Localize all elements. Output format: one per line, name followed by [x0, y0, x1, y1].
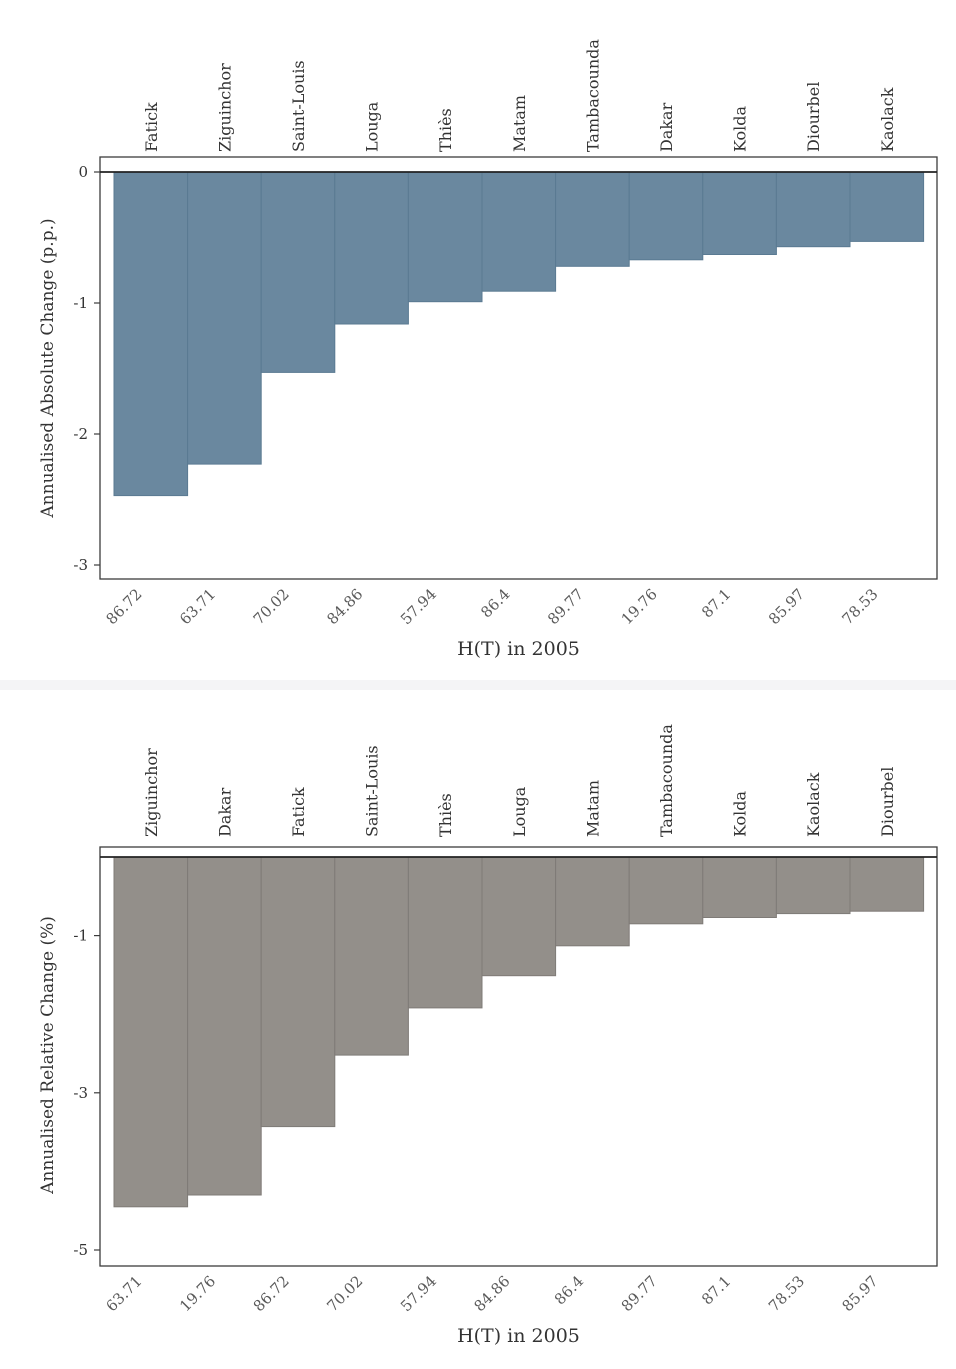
bar-ziguinchor	[187, 171, 262, 465]
x-tick-label: 85.97	[765, 585, 808, 628]
y-tick-label: -1	[73, 294, 88, 312]
bar-kaolack	[775, 856, 851, 915]
x-tick-label: 86.4	[477, 585, 513, 621]
y-tick-label: -3	[73, 556, 88, 574]
x-tick-label: 84.86	[323, 585, 366, 628]
x-tick-label: 70.02	[250, 585, 293, 628]
bar-louga	[481, 856, 557, 977]
bar-saint-louis	[260, 171, 336, 373]
bar-louga	[334, 171, 409, 325]
category-label: Kolda	[731, 105, 750, 152]
bar-matam	[555, 856, 630, 947]
category-label: Saint-Louis	[289, 60, 308, 152]
category-label: Matam	[510, 95, 529, 152]
x-tick-label: 63.71	[103, 1272, 146, 1315]
x-tick-label: 19.76	[176, 1272, 219, 1315]
category-label: Fatick	[142, 102, 161, 152]
bar-diourbel	[775, 171, 851, 248]
bar-fatick	[260, 856, 336, 1128]
x-tick-label: 57.94	[397, 585, 440, 628]
bar-tambacounda	[628, 856, 704, 925]
x-tick-label: 78.53	[839, 585, 882, 628]
x-tick-label: 87.1	[698, 585, 734, 621]
x-tick-label: 87.1	[698, 1272, 734, 1308]
x-tick-label: 57.94	[397, 1272, 440, 1315]
category-label: Tambacounda	[657, 724, 676, 837]
category-label: Fatick	[289, 787, 308, 837]
y-axis-title: Annualised Absolute Change (p.p.)	[38, 218, 58, 518]
category-label: Ziguinchor	[215, 63, 234, 152]
x-tick-label: 86.72	[103, 585, 146, 628]
category-label: Kolda	[731, 790, 750, 837]
bar-thiès	[407, 856, 483, 1009]
x-tick-label: 84.86	[471, 1272, 514, 1315]
x-axis-title: H(T) in 2005	[457, 638, 580, 660]
category-label: Matam	[583, 780, 602, 837]
x-axis-title: H(T) in 2005	[457, 1325, 580, 1347]
x-tick-label: 78.53	[765, 1272, 808, 1315]
x-tick-label: 89.77	[544, 585, 587, 628]
chart-panel-absolute: 0 -1 -2 -3 Fatick Ziguinchor Saint-Louis Louga T…	[0, 0, 956, 680]
x-tick-label: 63.71	[176, 585, 219, 628]
chart-relative-change: -1 -3 -5 Ziguinchor Dakar Fatick Saint-Louis Th…	[38, 724, 938, 1347]
category-label: Kaolack	[878, 87, 897, 152]
category-label: Kaolack	[804, 772, 823, 837]
bar-dakar	[628, 171, 704, 261]
category-label: Dakar	[215, 787, 234, 837]
x-tick-label: 70.02	[323, 1272, 366, 1315]
x-tick-label: 86.72	[250, 1272, 293, 1315]
category-label: Tambacounda	[583, 39, 602, 152]
y-tick-label: -5	[73, 1241, 88, 1259]
panel-separator	[0, 680, 956, 690]
bar-tambacounda	[555, 171, 630, 267]
category-label: Diourbel	[878, 767, 897, 837]
chart-panel-relative: -1 -3 -5 Ziguinchor Dakar Fatick Saint-Louis Th…	[0, 690, 956, 1369]
bar-dakar	[187, 856, 262, 1196]
category-label: Ziguinchor	[142, 748, 161, 837]
bar-kolda	[702, 171, 777, 255]
y-axis-title: Annualised Relative Change (%)	[38, 916, 58, 1195]
y-tick-label: -1	[73, 927, 88, 945]
bar-fatick	[113, 171, 189, 497]
bar-ziguinchor	[113, 856, 189, 1208]
category-label: Louga	[510, 786, 529, 837]
y-tick-label: 0	[78, 163, 88, 181]
x-tick-label: 85.97	[839, 1272, 882, 1315]
bar-kolda	[702, 856, 777, 918]
bar-matam	[481, 171, 557, 292]
bar-saint-louis	[334, 856, 409, 1056]
x-tick-label: 19.76	[618, 585, 661, 628]
x-tick-label: 89.77	[618, 1272, 661, 1315]
y-tick-label: -3	[73, 1084, 88, 1102]
bar-diourbel	[849, 856, 925, 912]
bar-kaolack	[849, 171, 925, 242]
category-label: Diourbel	[804, 82, 823, 152]
category-label: Saint-Louis	[363, 745, 382, 837]
category-label: Thiès	[436, 108, 455, 152]
x-tick-label: 86.4	[551, 1272, 587, 1308]
y-tick-label: -2	[73, 425, 88, 443]
category-label: Dakar	[657, 102, 676, 152]
chart-absolute-change: 0 -1 -2 -3 Fatick Ziguinchor Saint-Louis Louga T…	[38, 39, 938, 660]
category-label: Louga	[363, 101, 382, 152]
category-label: Thiès	[436, 793, 455, 837]
bar-thiès	[407, 171, 483, 303]
